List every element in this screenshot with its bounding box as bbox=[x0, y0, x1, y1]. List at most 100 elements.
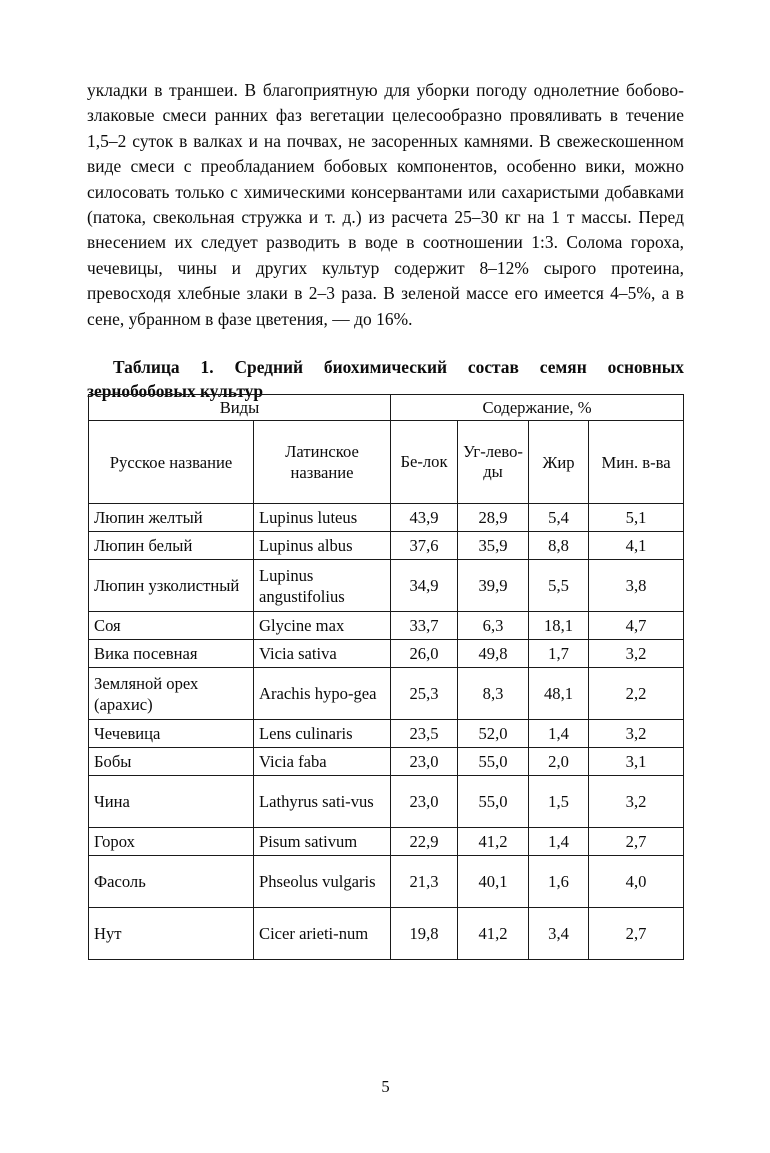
table-row: Люпин желтый Lupinus luteus 43,9 28,9 5,4 5,1 bbox=[88, 503, 685, 532]
cell-russian-name: Бобы bbox=[88, 747, 254, 776]
cell-minerals: 2,2 bbox=[588, 667, 685, 720]
cell-fat: 8,8 bbox=[528, 531, 590, 560]
cell-protein: 43,9 bbox=[390, 503, 459, 532]
cell-minerals: 4,7 bbox=[588, 611, 685, 640]
cell-russian-name: Фасоль bbox=[88, 855, 254, 908]
table-row: Чина Lathyrus sati-vus 23,0 55,0 1,5 3,2 bbox=[88, 775, 685, 828]
cell-latin-name: Lupinus luteus bbox=[252, 503, 392, 532]
cell-latin-name: Cicer arieti-num bbox=[252, 907, 392, 960]
cell-minerals: 3,2 bbox=[588, 639, 685, 668]
cell-minerals: 3,2 bbox=[588, 775, 685, 828]
document-page: укладки в траншеи. В благоприятную для у… bbox=[87, 0, 685, 1153]
cell-latin-name: Vicia sativa bbox=[252, 639, 392, 668]
table-row: Бобы Vicia faba 23,0 55,0 2,0 3,1 bbox=[88, 747, 685, 776]
cell-protein: 34,9 bbox=[390, 559, 459, 612]
table-row: Чечевица Lens culinaris 23,5 52,0 1,4 3,2 bbox=[88, 719, 685, 748]
header-minerals-text: Мин. в-ва bbox=[601, 452, 671, 472]
cell-russian-name: Вика посевная bbox=[88, 639, 254, 668]
table-caption-line-1: Таблица 1. Средний биохимический состав … bbox=[87, 355, 684, 379]
cell-fat: 2,0 bbox=[528, 747, 590, 776]
cell-fat: 5,4 bbox=[528, 503, 590, 532]
cell-minerals: 4,0 bbox=[588, 855, 685, 908]
cell-russian-name: Чина bbox=[88, 775, 254, 828]
header-content-group: Содержание, % bbox=[390, 394, 685, 421]
cell-carbohydrates: 52,0 bbox=[457, 719, 530, 748]
cell-protein: 23,5 bbox=[390, 719, 459, 748]
cell-latin-name: Lupinus angustifolius bbox=[252, 559, 392, 612]
cell-russian-name: Нут bbox=[88, 907, 254, 960]
table-group-header-row: Виды Содержание, % bbox=[87, 394, 685, 421]
cell-russian-name: Люпин белый bbox=[88, 531, 254, 560]
cell-protein: 26,0 bbox=[390, 639, 459, 668]
table-row: Вика посевная Vicia sativa 26,0 49,8 1,7 3,2 bbox=[88, 639, 685, 668]
cell-fat: 1,5 bbox=[528, 775, 590, 828]
cell-russian-name: Земляной орех (арахис) bbox=[88, 667, 254, 720]
header-fat-text: Жир bbox=[542, 452, 575, 472]
cell-fat: 1,4 bbox=[528, 719, 590, 748]
cell-fat: 5,5 bbox=[528, 559, 590, 612]
header-species-group: Виды bbox=[87, 394, 392, 421]
table-row: Люпин белый Lupinus albus 37,6 35,9 8,8 4,1 bbox=[88, 531, 685, 560]
cell-latin-name: Lupinus albus bbox=[252, 531, 392, 560]
cell-protein: 37,6 bbox=[390, 531, 459, 560]
cell-russian-name: Соя bbox=[88, 611, 254, 640]
intro-paragraph: укладки в траншеи. В благоприятную для у… bbox=[87, 78, 684, 332]
cell-fat: 48,1 bbox=[528, 667, 590, 720]
header-russian-name-text: Русское название bbox=[109, 452, 233, 472]
header-protein: Бе-лок bbox=[390, 420, 459, 504]
cell-latin-name: Lens culinaris bbox=[252, 719, 392, 748]
header-russian-name: Русское название bbox=[88, 420, 254, 504]
cell-carbohydrates: 8,3 bbox=[457, 667, 530, 720]
cell-fat: 1,4 bbox=[528, 827, 590, 856]
cell-protein: 19,8 bbox=[390, 907, 459, 960]
table-row: Люпин узколистный Lupinus angustifolius 34… bbox=[88, 559, 685, 612]
table-row: Соя Glycine max 33,7 6,3 18,1 4,7 bbox=[88, 611, 685, 640]
cell-protein: 33,7 bbox=[390, 611, 459, 640]
cell-carbohydrates: 49,8 bbox=[457, 639, 530, 668]
cell-carbohydrates: 55,0 bbox=[457, 775, 530, 828]
table-row: Фасоль Phseolus vulgaris 21,3 40,1 1,6 4,0 bbox=[88, 855, 685, 908]
page-number: 5 bbox=[381, 1077, 390, 1096]
cell-carbohydrates: 35,9 bbox=[457, 531, 530, 560]
cell-protein: 22,9 bbox=[390, 827, 459, 856]
cell-latin-name: Lathyrus sati-vus bbox=[252, 775, 392, 828]
cell-protein: 23,0 bbox=[390, 747, 459, 776]
cell-carbohydrates: 39,9 bbox=[457, 559, 530, 612]
table-row: Земляной орех (арахис) Arachis hypo-gea 25… bbox=[88, 667, 685, 720]
cell-minerals: 3,1 bbox=[588, 747, 685, 776]
cell-minerals: 2,7 bbox=[588, 907, 685, 960]
cell-carbohydrates: 28,9 bbox=[457, 503, 530, 532]
cell-latin-name: Pisum sativum bbox=[252, 827, 392, 856]
cell-carbohydrates: 40,1 bbox=[457, 855, 530, 908]
cell-carbohydrates: 55,0 bbox=[457, 747, 530, 776]
cell-protein: 25,3 bbox=[390, 667, 459, 720]
cell-protein: 23,0 bbox=[390, 775, 459, 828]
cell-carbohydrates: 6,3 bbox=[457, 611, 530, 640]
cell-fat: 1,7 bbox=[528, 639, 590, 668]
header-fat: Жир bbox=[528, 420, 590, 504]
cell-minerals: 4,1 bbox=[588, 531, 685, 560]
intro-paragraph-text: укладки в траншеи. В благоприятную для у… bbox=[87, 80, 684, 329]
table-header: Виды Содержание, % Русское название Лати… bbox=[87, 394, 685, 504]
header-carbohydrates-text: Уг-лево-ды bbox=[463, 442, 523, 481]
cell-fat: 1,6 bbox=[528, 855, 590, 908]
header-latin-name: Латинское название bbox=[252, 420, 392, 504]
table-column-header-row: Русское название Латинское название Бе-л… bbox=[88, 420, 685, 504]
cell-latin-name: Phseolus vulgaris bbox=[252, 855, 392, 908]
cell-russian-name: Чечевица bbox=[88, 719, 254, 748]
cell-russian-name: Люпин желтый bbox=[88, 503, 254, 532]
header-protein-text: Бе-лок bbox=[400, 452, 448, 471]
cell-latin-name: Vicia faba bbox=[252, 747, 392, 776]
cell-russian-name: Горох bbox=[88, 827, 254, 856]
biochemical-composition-table: Виды Содержание, % Русское название Лати… bbox=[87, 394, 685, 960]
table-body: Люпин желтый Lupinus luteus 43,9 28,9 5,4 5,1… bbox=[88, 503, 685, 960]
cell-fat: 18,1 bbox=[528, 611, 590, 640]
header-latin-name-text: Латинское название bbox=[285, 442, 359, 482]
cell-carbohydrates: 41,2 bbox=[457, 907, 530, 960]
table-row: Нут Cicer arieti-num 19,8 41,2 3,4 2,7 bbox=[88, 907, 685, 960]
header-carbohydrates: Уг-лево-ды bbox=[457, 420, 530, 504]
cell-latin-name: Glycine max bbox=[252, 611, 392, 640]
cell-minerals: 2,7 bbox=[588, 827, 685, 856]
header-minerals: Мин. в-ва bbox=[588, 420, 685, 504]
cell-fat: 3,4 bbox=[528, 907, 590, 960]
